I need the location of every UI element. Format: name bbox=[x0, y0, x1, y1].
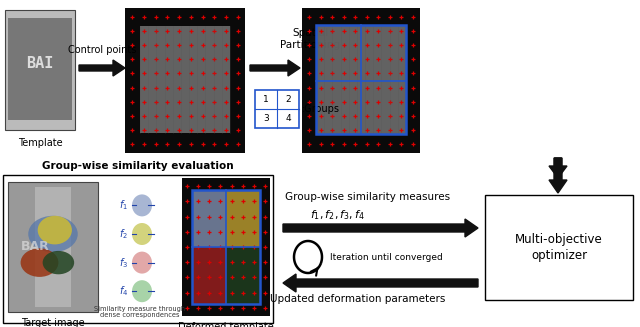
Ellipse shape bbox=[132, 223, 152, 245]
Bar bbox=[192, 190, 226, 247]
Text: 4: 4 bbox=[285, 114, 291, 123]
Bar bbox=[192, 190, 260, 304]
Text: Group-wise similarity measures: Group-wise similarity measures bbox=[285, 192, 450, 202]
Bar bbox=[5, 10, 75, 130]
Text: 3: 3 bbox=[263, 114, 269, 123]
Text: Spatial
Partitioning: Spatial Partitioning bbox=[280, 28, 340, 50]
Text: Deformed template: Deformed template bbox=[178, 322, 274, 327]
Polygon shape bbox=[79, 60, 125, 76]
Bar bbox=[226, 247, 260, 304]
Text: :Groups: :Groups bbox=[302, 104, 340, 114]
Text: Updated deformation parameters: Updated deformation parameters bbox=[270, 294, 445, 304]
Text: Target image: Target image bbox=[21, 318, 85, 327]
Text: BAR: BAR bbox=[20, 240, 49, 253]
Text: $f_1, f_2, f_3, f_4$: $f_1, f_2, f_3, f_4$ bbox=[310, 208, 365, 222]
Bar bbox=[140, 26, 230, 133]
Text: 1: 1 bbox=[263, 95, 269, 104]
Text: Similarity measure through
dense correspondences: Similarity measure through dense corresp… bbox=[95, 305, 186, 318]
Text: Control points: Control points bbox=[68, 45, 136, 55]
Text: $f_4$: $f_4$ bbox=[118, 284, 128, 298]
Bar bbox=[255, 90, 299, 128]
Bar bbox=[302, 8, 420, 153]
Text: Iteration until converged: Iteration until converged bbox=[330, 252, 443, 262]
Ellipse shape bbox=[43, 251, 74, 274]
Bar bbox=[226, 190, 260, 247]
Bar bbox=[8, 18, 72, 120]
Bar bbox=[125, 8, 245, 153]
Bar bbox=[8, 182, 98, 312]
Text: $f_3$: $f_3$ bbox=[119, 256, 128, 269]
Bar bbox=[35, 187, 71, 307]
Text: 2: 2 bbox=[285, 95, 291, 104]
Bar bbox=[316, 25, 406, 134]
Ellipse shape bbox=[28, 216, 77, 252]
Polygon shape bbox=[549, 158, 567, 193]
Text: Multi-objective
optimizer: Multi-objective optimizer bbox=[515, 233, 603, 262]
Ellipse shape bbox=[132, 194, 152, 216]
Polygon shape bbox=[283, 274, 478, 292]
Polygon shape bbox=[283, 219, 478, 237]
Polygon shape bbox=[549, 158, 567, 178]
Bar bbox=[192, 247, 226, 304]
Text: $f_2$: $f_2$ bbox=[119, 227, 128, 241]
Ellipse shape bbox=[132, 280, 152, 302]
Text: BAI: BAI bbox=[26, 57, 54, 72]
Text: Template: Template bbox=[18, 138, 62, 148]
Text: Group-wise similarity evaluation: Group-wise similarity evaluation bbox=[42, 161, 234, 171]
Polygon shape bbox=[250, 60, 300, 76]
Text: $f_1$: $f_1$ bbox=[119, 198, 128, 212]
Ellipse shape bbox=[132, 251, 152, 274]
Bar bbox=[3, 175, 273, 323]
Bar bbox=[316, 25, 406, 134]
Bar bbox=[485, 195, 633, 300]
Ellipse shape bbox=[38, 216, 72, 244]
Bar bbox=[182, 178, 270, 316]
Ellipse shape bbox=[20, 248, 58, 277]
